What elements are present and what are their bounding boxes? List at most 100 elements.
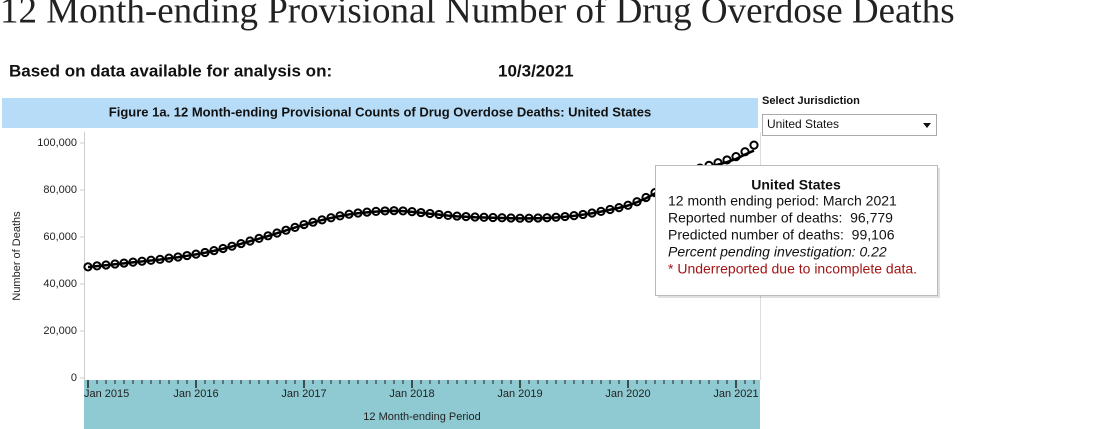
data-point <box>236 238 246 249</box>
tooltip-line: 12 month ending period: March 2021 <box>668 193 897 209</box>
data-point <box>614 203 624 213</box>
x-tick-label: Jan 2017 <box>281 388 326 400</box>
page-title: 12 Month-ending Provisional Number of Dr… <box>0 0 955 31</box>
y-tick-label: 40,000 <box>43 278 77 290</box>
data-point <box>434 209 444 220</box>
select-label: Select Jurisdiction <box>762 95 860 107</box>
data-point <box>173 252 183 262</box>
x-tick-label: Jan 2019 <box>497 388 542 400</box>
data-point <box>200 247 210 258</box>
plot: 0 20,000 40,000 60,000 80,000 100,000 Jan 2015… <box>37 137 758 400</box>
data-point <box>110 259 120 269</box>
data-point <box>623 200 633 210</box>
data-point <box>407 207 417 217</box>
data-point <box>605 204 615 215</box>
data-point <box>281 225 291 235</box>
as-of-label: Based on data available for analysis on: <box>9 61 332 80</box>
y-tick-label: 60,000 <box>43 231 77 243</box>
select-value[interactable]: United States <box>767 117 839 131</box>
data-point <box>254 233 264 244</box>
data-point <box>263 231 273 241</box>
data-point <box>209 246 219 256</box>
x-tick-label: Jan 2016 <box>173 388 218 400</box>
data-point <box>497 213 507 223</box>
data-point <box>488 212 498 223</box>
data-point <box>416 207 426 218</box>
data-point <box>227 241 237 251</box>
data-point <box>569 211 579 221</box>
data-point <box>92 261 102 271</box>
data-point <box>578 209 588 220</box>
y-tick-label: 100,000 <box>37 137 77 149</box>
data-point <box>83 262 93 272</box>
data-point <box>164 253 174 263</box>
as-of-date: 10/3/2021 <box>498 61 574 80</box>
data-point <box>443 210 453 220</box>
data-point <box>272 228 282 238</box>
data-point <box>371 206 381 216</box>
data-point <box>731 152 741 162</box>
data-point <box>299 219 309 230</box>
tooltip-line: Reported number of deaths: 96,779 <box>668 210 893 226</box>
data-point <box>317 215 327 225</box>
data-point <box>641 192 651 203</box>
x-tick-label: Jan 2015 <box>84 388 129 400</box>
x-tick-label: Jan 2020 <box>605 388 650 400</box>
tooltip-note: * Underreported due to incomplete data. <box>668 261 917 277</box>
y-tick-label: 20,000 <box>43 325 77 337</box>
y-tick-label: 0 <box>71 372 77 384</box>
tooltip: United States 12 month ending period: Ma… <box>655 165 940 298</box>
data-point <box>587 208 597 218</box>
data-point <box>425 208 435 219</box>
data-point <box>119 258 129 268</box>
data-point <box>560 211 570 222</box>
x-axis-title: 12 Month-ending Period <box>363 411 480 423</box>
data-point <box>389 206 399 216</box>
data-point <box>137 256 147 266</box>
data-point <box>596 206 606 216</box>
data-point <box>551 212 561 222</box>
data-point <box>740 147 750 157</box>
y-tick-label: 80,000 <box>43 184 77 196</box>
data-point <box>128 257 138 267</box>
data-point <box>749 140 759 150</box>
tooltip-box <box>655 165 938 296</box>
dropdown-arrow[interactable] <box>923 123 931 128</box>
data-point <box>326 213 336 223</box>
data-point <box>182 250 192 261</box>
x-tick-label: Jan 2018 <box>389 388 434 400</box>
data-point <box>380 206 390 216</box>
data-point <box>542 213 552 223</box>
data-point <box>461 211 471 222</box>
data-point <box>524 213 534 223</box>
data-point <box>353 208 363 218</box>
data-point <box>191 249 201 259</box>
tooltip-title: United States <box>751 177 841 193</box>
x-axis-band <box>84 380 760 429</box>
data-point <box>290 222 300 232</box>
data-point <box>155 254 165 264</box>
data-point <box>506 213 516 223</box>
data-point <box>632 197 642 207</box>
data-point <box>398 206 408 216</box>
y-axis-title: Number of Deaths <box>11 211 23 301</box>
data-point <box>479 212 489 222</box>
data-point <box>362 207 372 217</box>
data-point <box>515 213 525 223</box>
tooltip-line: Predicted number of deaths: 99,106 <box>668 227 895 243</box>
data-point <box>245 236 255 246</box>
data-point <box>452 211 462 221</box>
data-point <box>533 213 543 223</box>
data-point <box>308 217 318 227</box>
data-point <box>218 243 228 254</box>
data-point <box>146 255 156 265</box>
data-point <box>335 211 345 221</box>
chart-title: Figure 1a. 12 Month-ending Provisional C… <box>109 104 651 119</box>
chart-header <box>2 98 758 128</box>
data-point <box>470 212 480 222</box>
jurisdiction-select[interactable] <box>762 114 937 136</box>
data-point <box>344 209 354 219</box>
data-point <box>722 155 732 165</box>
